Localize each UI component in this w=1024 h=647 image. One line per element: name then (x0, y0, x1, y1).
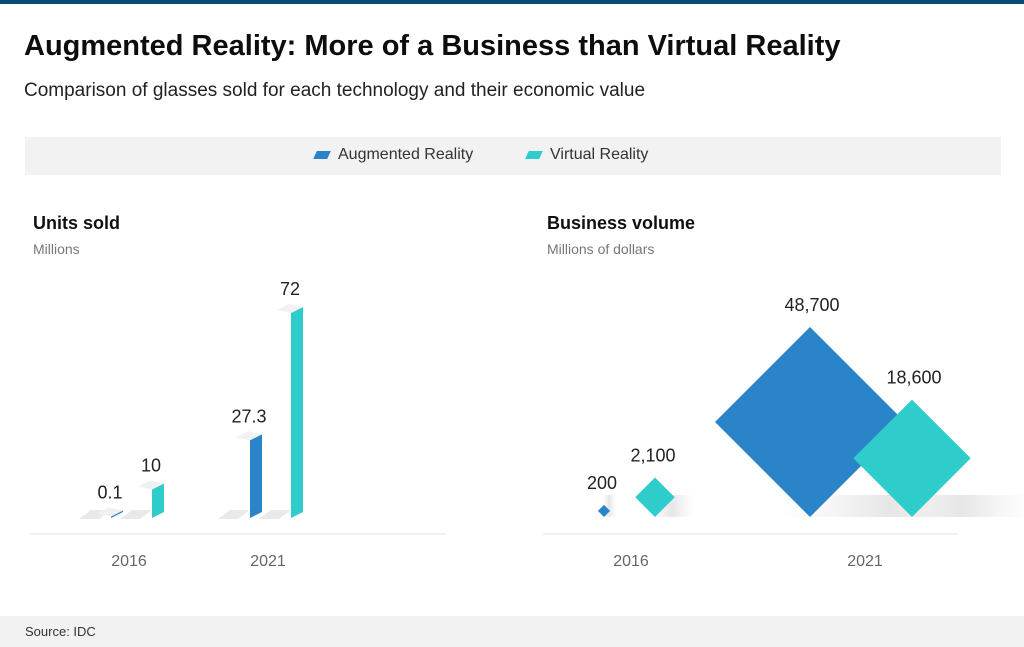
business-diamond (597, 504, 611, 517)
units-slab (250, 434, 262, 518)
business-panel-title: Business volume (547, 213, 696, 233)
units-value-label: 72 (280, 279, 300, 299)
page-title: Augmented Reality: More of a Business th… (24, 30, 841, 62)
business-diamond (635, 477, 675, 517)
legend-label-vr: Virtual Reality (550, 146, 649, 163)
units-slab (291, 307, 303, 518)
units-panel-title: Units sold (33, 213, 121, 233)
legend-label-ar: Augmented Reality (338, 146, 474, 163)
units-x-tick-label: 2021 (250, 553, 286, 570)
units-chart: 0.1 10 2016 27.3 72 2021 (30, 279, 446, 570)
units-slab-shadow (259, 510, 291, 519)
footer: Source: IDC (0, 616, 1024, 647)
legend-item-ar: Augmented Reality (313, 146, 474, 164)
business-value-label: 48,700 (784, 295, 839, 315)
units-slab (152, 483, 164, 518)
source-note: Source: IDC (25, 624, 96, 639)
units-slab-shadow (218, 510, 250, 519)
business-chart: 200 2,100 2016 48,700 18,600 2021 (543, 295, 1024, 570)
units-slab (111, 510, 123, 518)
units-slab-cap (236, 431, 262, 441)
page-subtitle: Comparison of glasses sold for each tech… (24, 80, 646, 101)
units-value-label: 0.1 (97, 483, 122, 503)
business-value-label: 200 (587, 473, 617, 493)
business-diamond (715, 327, 905, 517)
units-x-tick-label: 2016 (111, 553, 147, 570)
legend: Augmented Reality Virtual Reality (25, 137, 1001, 175)
business-diamond (853, 399, 971, 517)
legend-item-vr: Virtual Reality (525, 146, 649, 164)
units-slab-cap (138, 480, 164, 490)
units-value-label: 10 (141, 456, 161, 476)
top-accent-bar (0, 0, 1024, 4)
units-slab-cap (277, 304, 303, 313)
business-value-label: 18,600 (886, 368, 941, 388)
business-value-label: 2,100 (630, 446, 675, 466)
units-slab-shadow (120, 510, 152, 519)
business-x-tick-label: 2021 (847, 553, 883, 570)
units-value-label: 27.3 (231, 406, 266, 426)
business-panel-subtitle: Millions of dollars (547, 241, 655, 257)
units-panel-subtitle: Millions (33, 241, 80, 257)
units-slab-cap (97, 507, 123, 517)
business-x-tick-label: 2016 (613, 553, 649, 570)
